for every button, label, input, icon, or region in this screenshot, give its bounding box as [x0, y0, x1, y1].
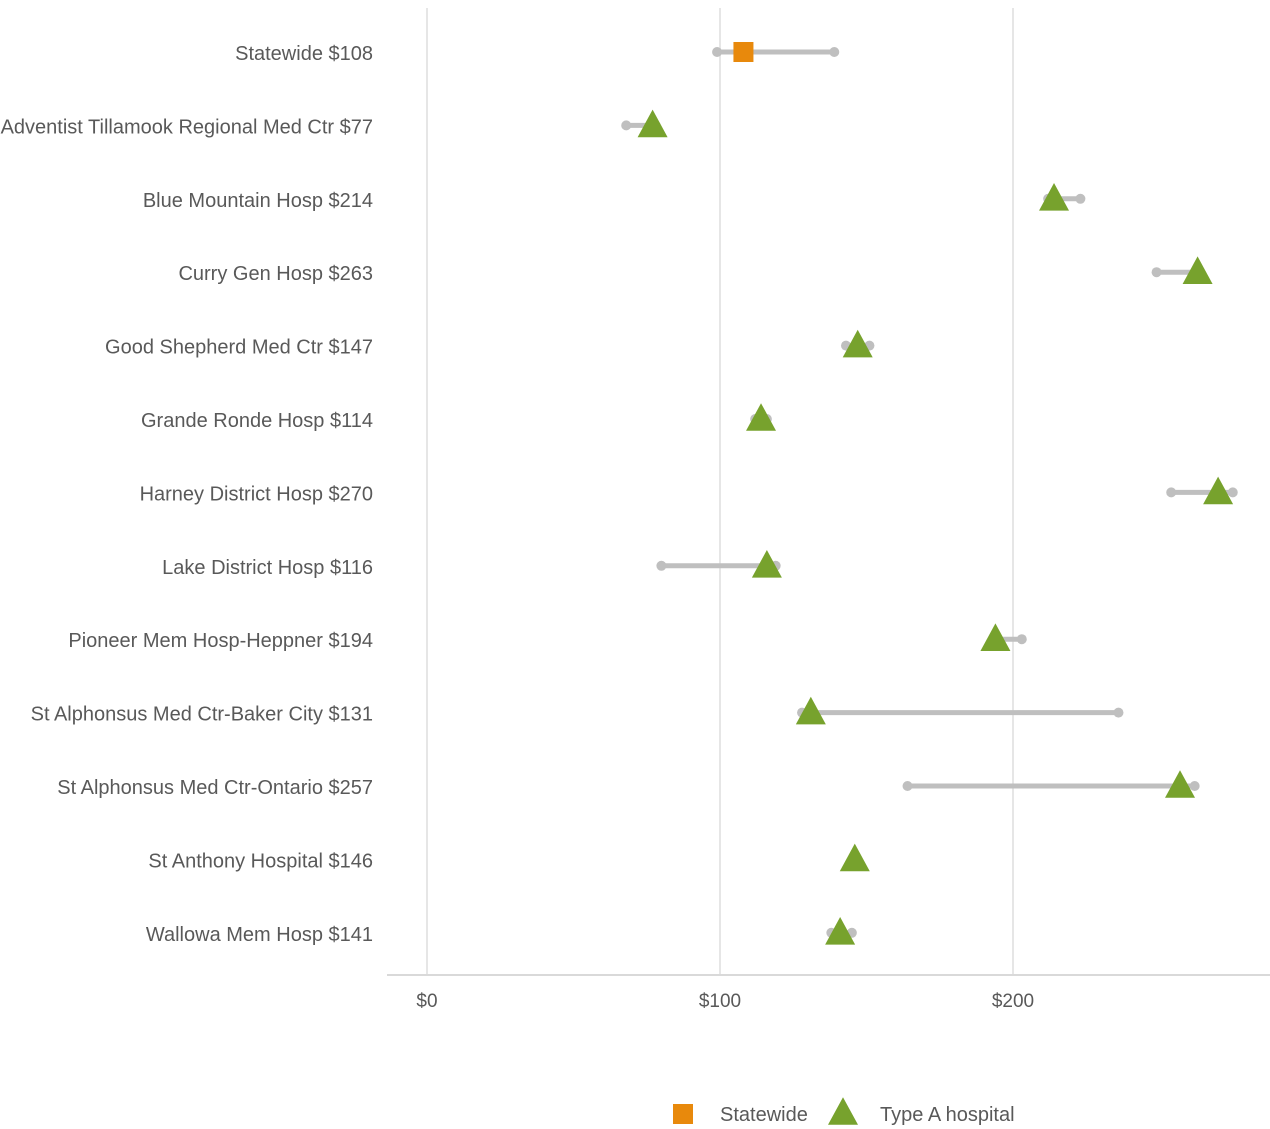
- row-label: Blue Mountain Hosp $214: [143, 190, 373, 212]
- range-high-dot: [1189, 781, 1200, 791]
- hospital-marker: [839, 843, 870, 872]
- data-row: Pioneer Mem Hosp-Heppner $194: [68, 623, 1027, 652]
- range-low-dot: [621, 120, 632, 131]
- hospital-marker: [1182, 256, 1213, 284]
- data-rows: Statewide $108 Adventist Tillamook Region…: [1, 42, 1238, 946]
- row-label: Lake District Hosp $116: [162, 557, 373, 579]
- legend-type-a-label: Type A hospital: [880, 1104, 1015, 1126]
- hospital-marker: [795, 696, 826, 725]
- row-label: Adventist Tillamook Regional Med Ctr $77: [1, 116, 373, 138]
- legend-statewide-label: Statewide: [720, 1104, 808, 1126]
- row-label: St Alphonsus Med Ctr-Ontario $257: [57, 777, 373, 799]
- range-low-dot: [1166, 487, 1177, 498]
- hospital-marker: [637, 109, 668, 138]
- row-label: St Alphonsus Med Ctr-Baker City $131: [31, 704, 373, 726]
- range-low-dot: [1151, 267, 1162, 278]
- row-label: St Anthony Hospital $146: [148, 850, 373, 872]
- row-label: Wallowa Mem Hosp $141: [146, 924, 373, 946]
- row-label: Good Shepherd Med Ctr $147: [105, 337, 373, 359]
- x-tick-label: $100: [699, 991, 741, 1012]
- range-low-dot: [656, 560, 667, 571]
- statewide-marker: [733, 42, 754, 62]
- range-high-dot: [829, 47, 840, 57]
- data-row: Good Shepherd Med Ctr $147: [105, 329, 875, 359]
- hospital-marker: [1165, 770, 1196, 798]
- hospital-marker: [1039, 183, 1070, 211]
- data-row: Harney District Hosp $270: [140, 476, 1238, 505]
- data-row: Curry Gen Hosp $263: [178, 256, 1213, 285]
- legend: Statewide Type A hospital: [673, 1097, 1015, 1126]
- row-label: Statewide $108: [235, 43, 373, 65]
- data-row: Adventist Tillamook Regional Med Ctr $77: [1, 109, 668, 138]
- legend-type-a-swatch: [828, 1097, 858, 1125]
- range-high-dot: [1113, 707, 1124, 718]
- data-row: Wallowa Mem Hosp $141: [146, 917, 857, 946]
- hospital-marker: [842, 329, 873, 358]
- x-tick-label: $200: [992, 991, 1034, 1012]
- data-row: Grande Ronde Hosp $114: [141, 403, 777, 432]
- data-row: St Alphonsus Med Ctr-Baker City $131: [31, 696, 1124, 726]
- range-high-dot: [1227, 487, 1238, 498]
- row-label: Grande Ronde Hosp $114: [141, 410, 373, 432]
- hospital-marker: [746, 403, 777, 431]
- range-low-dot: [902, 781, 913, 791]
- range-low-dot: [712, 47, 723, 57]
- data-row: St Alphonsus Med Ctr-Ontario $257: [57, 770, 1200, 799]
- hospital-marker: [980, 623, 1011, 651]
- row-label: Curry Gen Hosp $263: [178, 263, 373, 285]
- hospital-marker: [1203, 476, 1234, 505]
- range-high-dot: [1016, 634, 1027, 645]
- grid-lines: [426, 8, 1014, 975]
- x-tick-label: $0: [416, 991, 437, 1012]
- legend-statewide-swatch: [673, 1104, 693, 1124]
- data-row: Blue Mountain Hosp $214: [143, 183, 1086, 212]
- row-label: Pioneer Mem Hosp-Heppner $194: [68, 630, 373, 652]
- range-high-dot: [1075, 193, 1086, 204]
- data-row: Statewide $108: [235, 42, 840, 65]
- hospital-marker: [825, 917, 856, 945]
- data-row: Lake District Hosp $116: [162, 550, 782, 579]
- x-axis: $0 $100 $200: [387, 974, 1270, 1012]
- hospital-marker: [751, 550, 782, 578]
- data-row: St Anthony Hospital $146: [148, 843, 870, 872]
- row-label: Harney District Hosp $270: [140, 483, 373, 505]
